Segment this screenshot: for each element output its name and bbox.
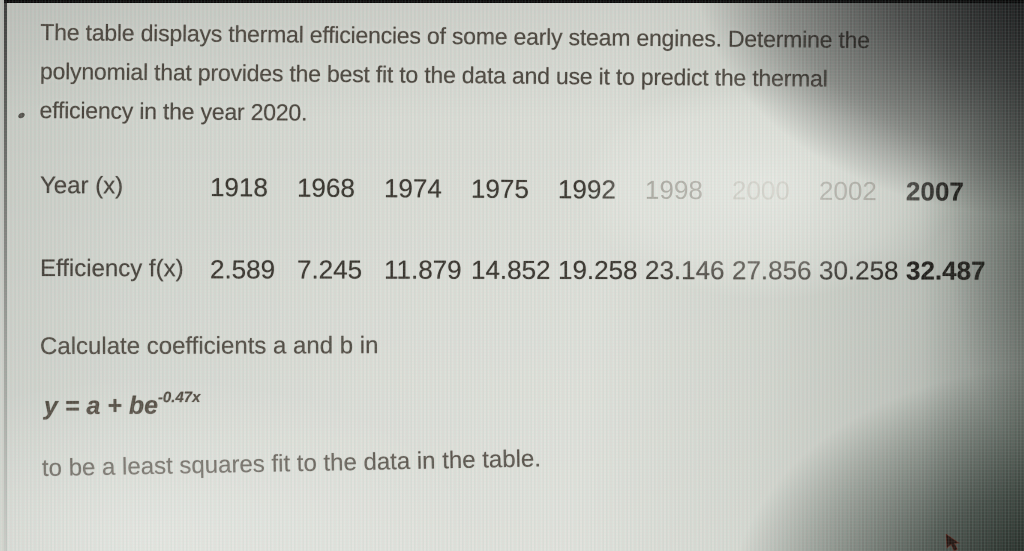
row-label-efficiency: Efficiency f(x) xyxy=(39,255,184,283)
efficiency-value: 7.245 xyxy=(296,254,363,285)
year-value: 2007 xyxy=(905,176,964,207)
year-value: 1975 xyxy=(470,173,529,204)
year-value: 1968 xyxy=(296,172,355,203)
row-label-year: Year (x) xyxy=(39,172,124,200)
efficiency-value: 2.589 xyxy=(209,254,276,285)
year-value: 2000 xyxy=(731,175,790,206)
efficiency-value: 23.146 xyxy=(644,255,725,286)
efficiency-value: 14.852 xyxy=(470,254,551,285)
cursor-artifact xyxy=(945,534,961,551)
formula-exponent: -0.47x xyxy=(157,388,201,407)
fit-note: to be a least squares fit to the data in… xyxy=(41,445,542,482)
efficiency-value: 19.258 xyxy=(557,254,638,286)
top-edge-bar xyxy=(0,0,1024,3)
year-value: 1992 xyxy=(557,174,616,205)
year-value: 1918 xyxy=(209,172,268,203)
least-squares-formula: y = a + be-0.47x xyxy=(43,388,201,421)
formula-base: y = a + be xyxy=(43,391,159,421)
efficiency-value: 32.487 xyxy=(905,255,986,286)
efficiency-value: 27.856 xyxy=(731,255,812,286)
table-row-year: Year (x) 1918 1968 1974 1975 1992 1998 2… xyxy=(40,171,993,207)
table-row-efficiency: Efficiency f(x) 2.589 7.245 11.879 14.85… xyxy=(40,254,993,286)
efficiency-value: 11.879 xyxy=(383,254,462,285)
year-value: 2002 xyxy=(818,175,877,207)
year-value: 1974 xyxy=(383,173,442,204)
efficiency-value: 30.258 xyxy=(818,255,899,286)
coefficients-prompt: Calculate coefficients a and b in xyxy=(39,332,379,360)
problem-statement: The table displays thermal efficiencies … xyxy=(39,13,940,139)
left-edge-line xyxy=(4,0,7,551)
year-value: 1998 xyxy=(644,174,703,206)
